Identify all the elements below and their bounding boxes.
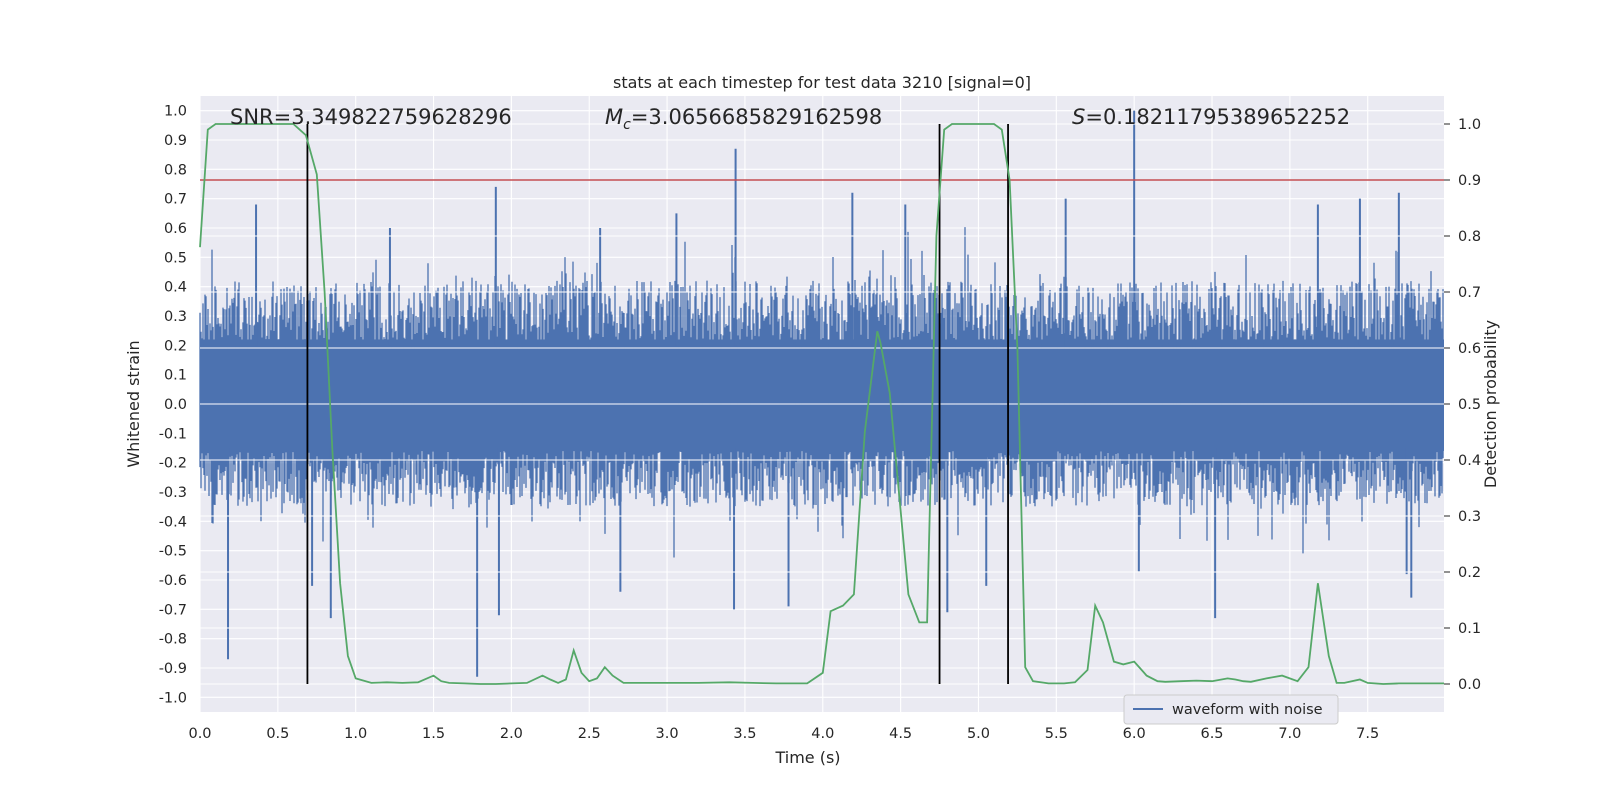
mc-subscript: c [623,117,631,133]
y-tick-label: 0.2 [164,338,187,354]
y-right-tick-label: 0.1 [1458,621,1481,637]
x-tick-label: 1.5 [422,726,445,742]
y-right-tick-label: 1.0 [1458,117,1481,133]
y-tick-label: -0.5 [159,544,187,560]
y-tick-label: 0.1 [164,368,187,384]
y-tick-label: -0.2 [159,456,187,472]
x-tick-label: 0.5 [266,726,289,742]
x-tick-label: 5.5 [1045,726,1068,742]
y-axis-label: Whitened strain [124,340,143,467]
x-tick-label: 0.0 [188,726,211,742]
y-right-axis-label: Detection probability [1481,320,1500,488]
s-symbol: S [1072,105,1085,129]
y-tick-labels: 1.0 0.9 0.8 0.7 0.6 0.5 0.4 0.3 0.2 0.1 0.0 -0.1 -0.… [159,104,187,707]
x-tick-label: 2.0 [500,726,523,742]
x-axis-label: Time (s) [774,748,840,767]
y-right-tick-label: 0.4 [1458,453,1481,469]
y-tick-label: 0.5 [164,250,187,266]
y-tick-label: -0.6 [159,573,187,589]
x-tick-label: 4.0 [811,726,834,742]
snr-annotation: SNR=3.349822759628296 [230,105,512,129]
chirp-mass-annotation: Mc=3.0656685829162598 [605,105,882,133]
x-tick-label: 3.5 [733,726,756,742]
y-tick-label: 0.3 [164,309,187,325]
y-tick-label: 0.0 [164,397,187,413]
y-tick-label: -0.9 [159,661,187,677]
y-tick-label: -0.4 [159,514,187,530]
x-tick-label: 2.5 [578,726,601,742]
y-tick-label: 1.0 [164,104,187,120]
s-annotation: S=0.18211795389652252 [1072,105,1350,129]
x-tick-label: 6.5 [1200,726,1223,742]
x-tick-label: 1.0 [344,726,367,742]
y-right-tick-label: 0.2 [1458,565,1481,581]
y-tick-label: 0.4 [164,280,187,296]
y-right-tick-label: 0.5 [1458,397,1481,413]
y-tick-label: 0.9 [164,133,187,149]
y-tick-label: -0.3 [159,485,187,501]
y-right-tick-label: 0.8 [1458,229,1481,245]
y-tick-label: -0.8 [159,632,187,648]
probability-overlay [199,123,1444,685]
y-right-tick-label: 0.0 [1458,677,1481,693]
y-right-tick-label: 0.6 [1458,341,1481,357]
chart-title: stats at each timestep for test data 321… [613,73,1031,92]
strain-series [199,110,1444,677]
y-right-tick-labels: 1.0 0.9 0.8 0.7 0.6 0.5 0.4 0.3 0.2 0.1 0.0 [1444,117,1481,693]
x-tick-label: 3.0 [656,726,679,742]
mc-symbol: M [605,105,623,129]
y-tick-label: 0.8 [164,162,187,178]
x-tick-label: 7.5 [1356,726,1379,742]
y-tick-label: -0.7 [159,602,187,618]
y-tick-label: 0.6 [164,221,187,237]
y-right-tick-label: 0.9 [1458,173,1481,189]
probability-line [199,123,1444,685]
legend-label-waveform: waveform with noise [1172,702,1323,718]
y-tick-label: -1.0 [159,690,187,706]
x-tick-label: 6.0 [1123,726,1146,742]
x-tick-label: 7.0 [1278,726,1301,742]
x-tick-label: 5.0 [967,726,990,742]
s-value: =0.18211795389652252 [1085,105,1350,129]
legend-box [1123,694,1339,725]
y-tick-label: -0.1 [159,426,187,442]
x-tick-labels: 0.0 0.5 1.0 1.5 2.0 2.5 3.0 3.5 4.0 4.5 5.0 5.5 6.0 6… [188,726,1379,742]
y-right-tick-label: 0.7 [1458,285,1481,301]
y-right-tick-label: 0.3 [1458,509,1481,525]
x-tick-label: 4.5 [889,726,912,742]
legend: waveform with noise [1123,694,1339,725]
mc-value: =3.0656685829162598 [631,105,882,129]
y-tick-label: 0.7 [164,192,187,208]
